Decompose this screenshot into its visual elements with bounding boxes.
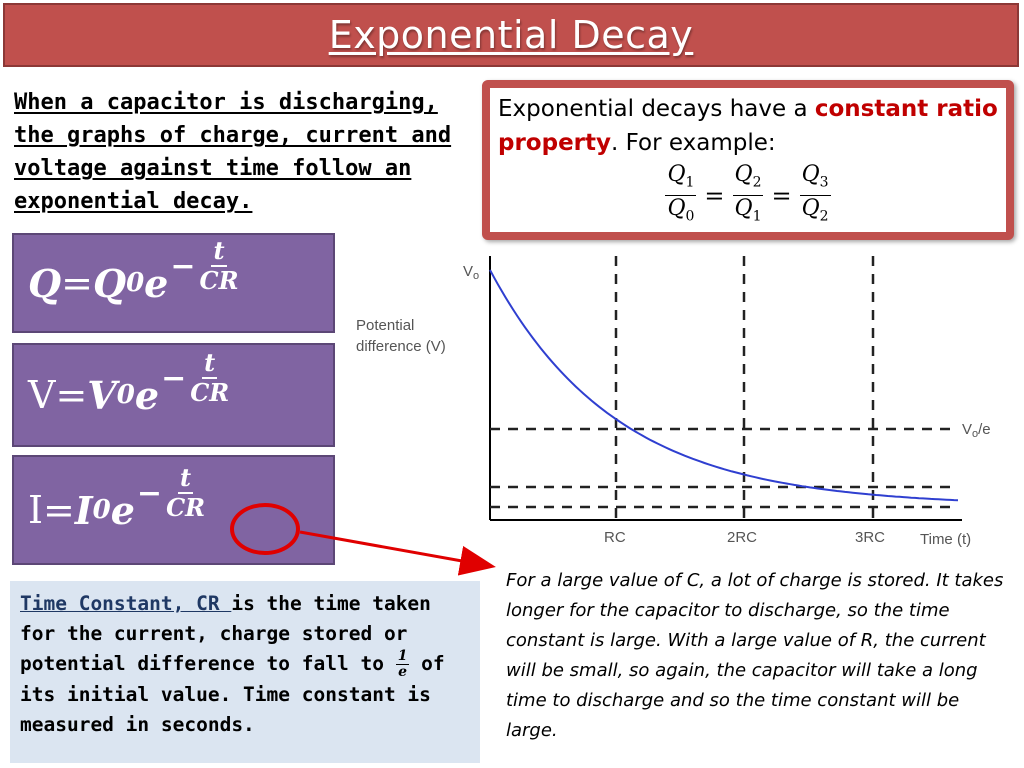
ratio-fraction-3: Q3 Q2 [799,162,831,225]
ratio-highlight: constant ratio property [498,96,998,156]
ratio-post: . For example: [611,130,776,156]
equals-sign: = [771,181,792,210]
tick-rc: RC [604,529,626,546]
time-constant-text-2: of its initial value. Time constant is m… [20,652,445,736]
v0-label: Vo [463,263,479,282]
time-constant-title: Time Constant, CR [20,592,232,615]
equals-sign: = [704,181,725,210]
intro-text: When a capacitor is discharging, the gra… [14,90,452,214]
ratio-equation: Q1 Q0 = Q2 Q1 = Q3 Q2 [498,162,998,230]
cr-highlight-circle [230,503,300,555]
tick-2rc: 2RC [727,529,757,546]
decay-graph: Vo Potential difference (V) Vo/e RC 2RC … [356,256,991,548]
time-constant-box: Time Constant, CR is the time taken for … [10,581,480,763]
ratio-text: Exponential decays have a constant ratio… [498,92,998,160]
v0-over-e-label: Vo/e [962,421,991,440]
y-axis-label-line-2: difference (V) [356,338,446,355]
tick-3rc: 3RC [855,529,885,546]
ratio-box: Exponential decays have a constant ratio… [482,80,1014,240]
y-axis-label-line-1: Potential [356,317,414,334]
ratio-fraction-2: Q2 Q1 [732,162,764,225]
x-axis-label: Time (t) [920,531,971,548]
title-bar: Exponential Decay [3,3,1019,67]
page-title: Exponential Decay [328,13,694,57]
explanation-note: For a large value of C, a lot of charge … [506,570,1004,741]
ratio-pre: Exponential decays have a [498,96,815,122]
decay-curve [489,269,959,502]
ratio-fraction-1: Q1 Q0 [665,162,697,225]
time-constant-text-1: is the time taken for the current, charg… [20,592,431,675]
